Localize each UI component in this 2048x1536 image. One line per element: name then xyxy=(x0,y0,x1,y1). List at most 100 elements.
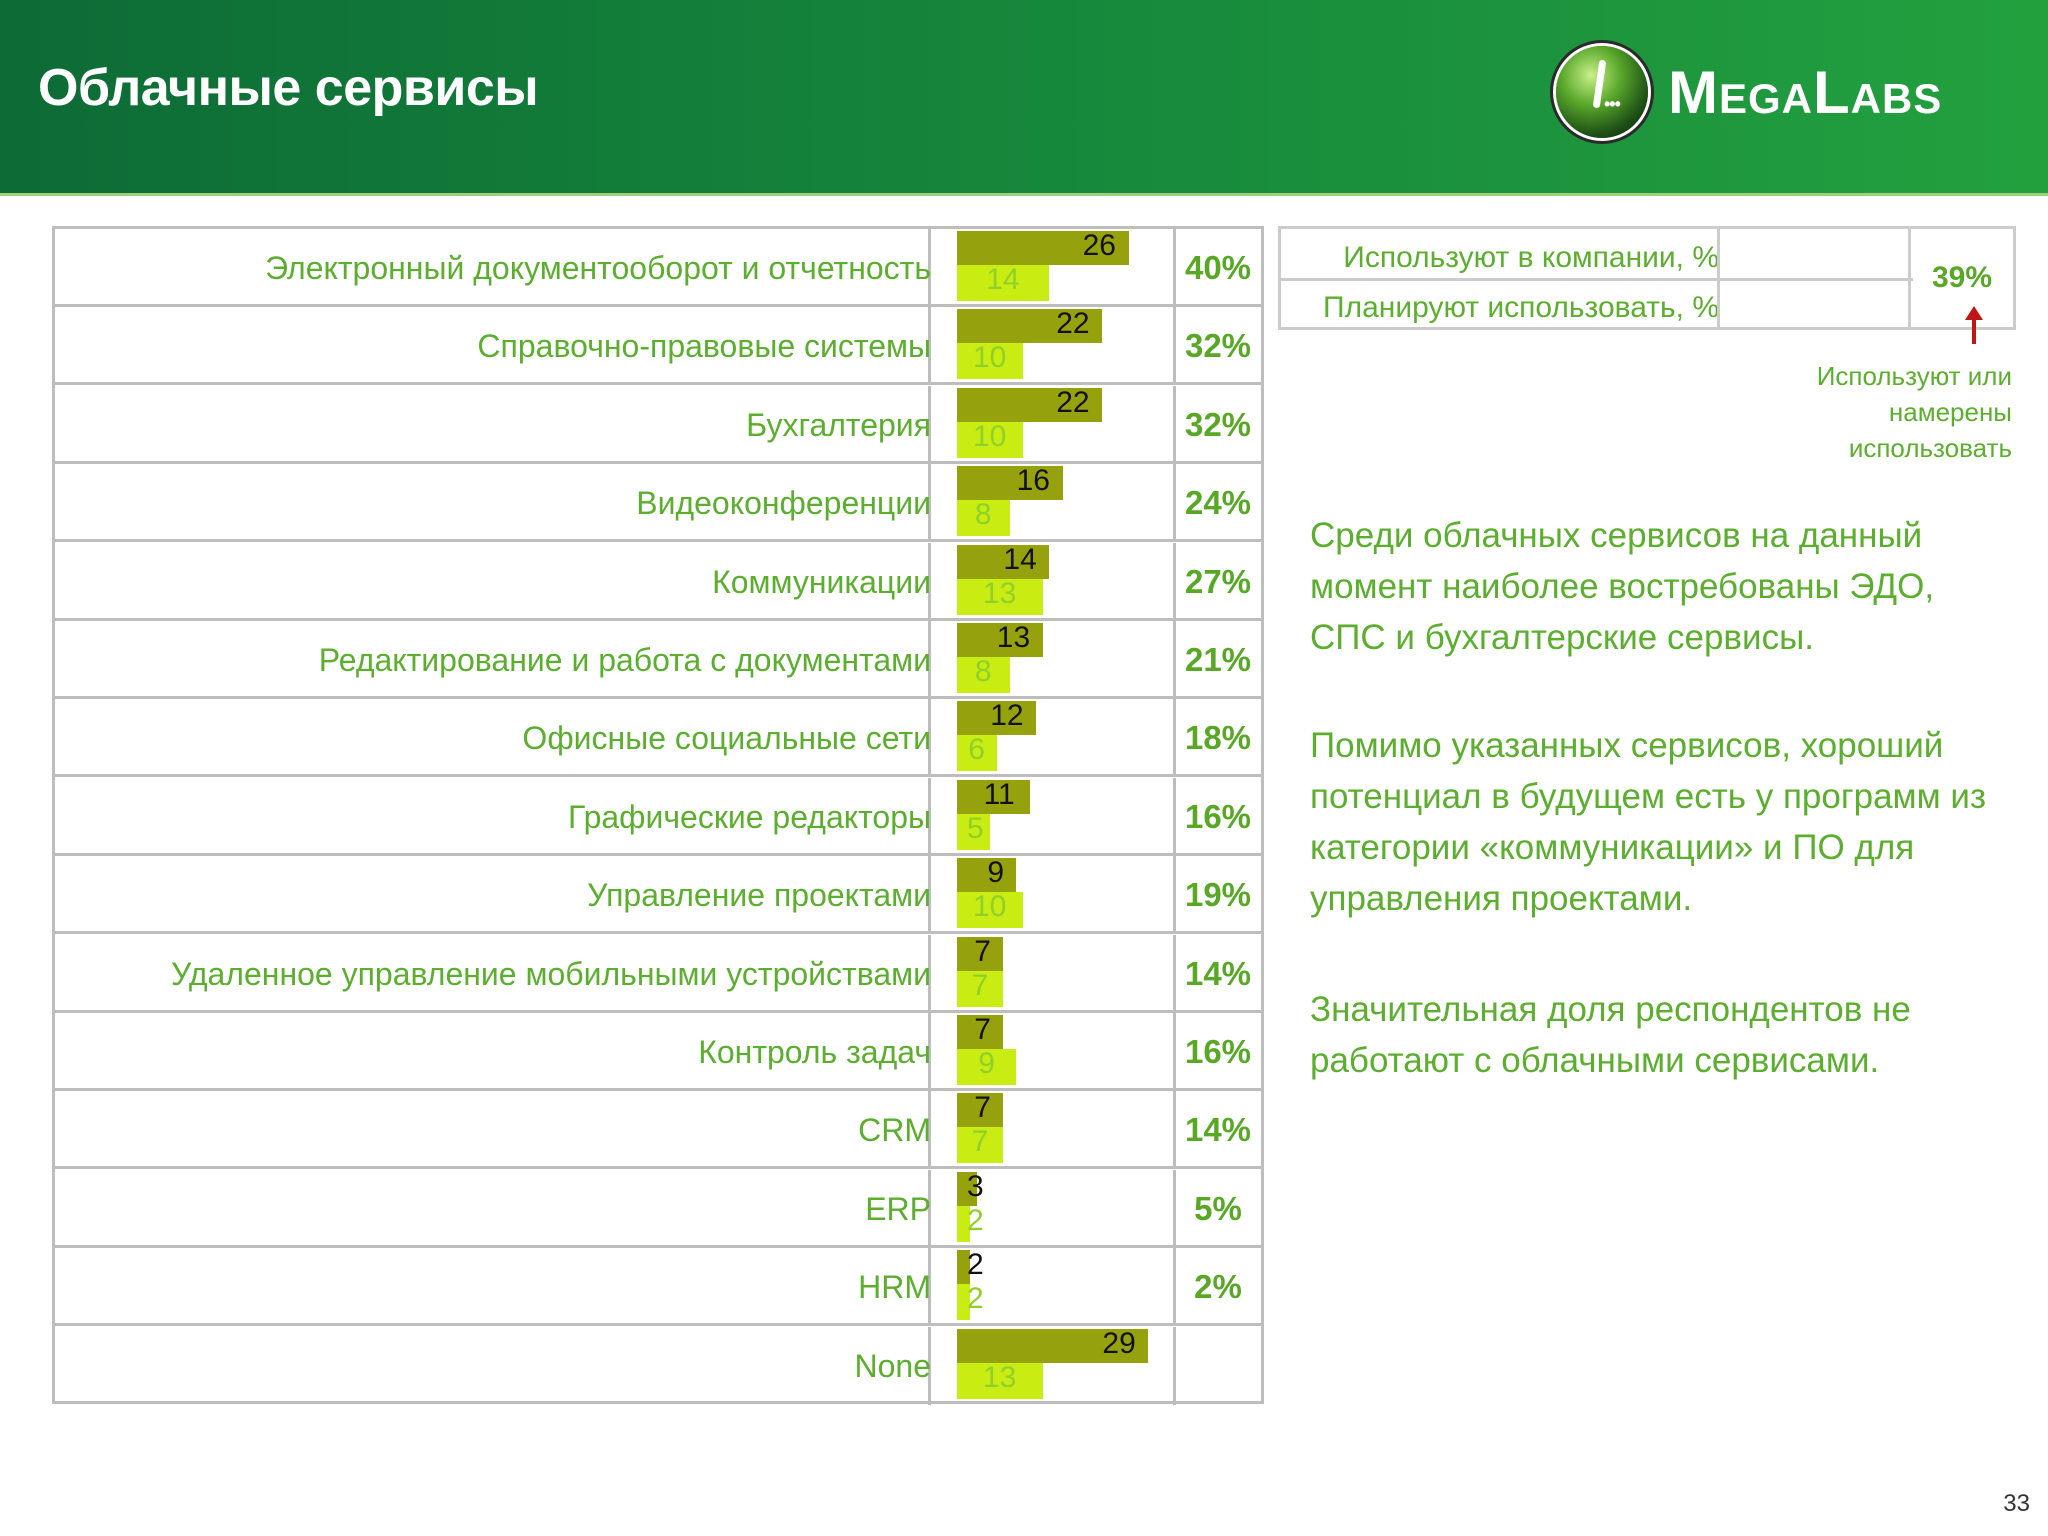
table-row: Бухгалтерия 22 10 32% xyxy=(55,385,1261,464)
bar-use-value-label: 11 xyxy=(983,777,1015,811)
note-line: намерены xyxy=(1888,397,2012,427)
bar-plan xyxy=(957,735,997,772)
table-row: ERP 3 2 5% xyxy=(55,1169,1261,1248)
legend-plan-label: Планируют использовать, % xyxy=(1323,291,1719,324)
table-row: Видеоконференции 16 8 24% xyxy=(55,464,1261,543)
bar-plan-value-label: 2 xyxy=(967,1203,984,1237)
bar-use-value-label: 13 xyxy=(996,621,1031,654)
category-label: Управление проектами xyxy=(587,877,931,914)
bar-plan xyxy=(957,657,1010,693)
bar-use-value-label: 14 xyxy=(1003,542,1037,576)
note-line: Используют или xyxy=(1816,361,2012,391)
bar-use-value-label: 7 xyxy=(974,934,991,968)
category-label: ERP xyxy=(865,1190,931,1227)
total-percent: 24% xyxy=(1184,484,1252,522)
bar-plan-value-label: 13 xyxy=(982,576,1017,610)
table-row: Справочно-правовые системы 22 10 32% xyxy=(55,307,1261,386)
bar-plan xyxy=(957,1205,971,1242)
page-number: 33 xyxy=(2003,1490,2030,1517)
total-percent: 16% xyxy=(1184,1033,1252,1070)
bar-use-value-label: 22 xyxy=(1056,385,1090,419)
bar-plan xyxy=(957,813,990,850)
table-row: Редактирование и работа с документами 13 8… xyxy=(55,621,1261,699)
table-row: Контроль задач 7 9 16% xyxy=(55,1013,1261,1091)
bar-plan xyxy=(957,265,1050,301)
table-row: CRM 7 7 14% xyxy=(55,1091,1261,1170)
bar-plan-value-label: 7 xyxy=(971,1125,989,1159)
total-percent: 5% xyxy=(1194,1189,1242,1227)
logo-globe-icon: ••• xyxy=(1556,46,1648,138)
category-label: HRM xyxy=(858,1269,931,1306)
bar-plan xyxy=(957,892,1023,929)
bar-use xyxy=(957,858,1017,893)
bar-plan xyxy=(957,1127,1004,1164)
bar-use xyxy=(957,309,1103,344)
bar-plan-value-label: 14 xyxy=(986,263,1020,296)
category-label: Коммуникации xyxy=(712,563,931,600)
bar-use xyxy=(957,701,1037,736)
category-label: None xyxy=(854,1347,932,1384)
bar-use-value-label: 7 xyxy=(974,1091,991,1125)
bar-use-value-label: 3 xyxy=(967,1169,984,1203)
summary-paragraph-2: Помимо указанных сервисов, хороший потен… xyxy=(1310,726,1987,918)
table-row: None 29 13 xyxy=(55,1326,1261,1405)
bar-use-value-label: 12 xyxy=(990,699,1024,733)
total-percent: 21% xyxy=(1184,641,1252,678)
bar-use xyxy=(957,387,1103,422)
bar-use-value-label: 16 xyxy=(1016,464,1050,498)
bar-plan-value-label: 13 xyxy=(982,1360,1017,1394)
arrow-up-icon xyxy=(1965,306,1983,320)
legend-use-label: Используют в компании, % xyxy=(1343,241,1719,274)
arrow-shaft xyxy=(1972,314,1976,344)
bar-use-value-label: 22 xyxy=(1056,307,1090,341)
table-row: Коммуникации 14 13 27% xyxy=(55,542,1261,621)
summary-paragraph-1: Среди облачных сервисов на данный момент… xyxy=(1310,516,1935,657)
bar-use xyxy=(957,1171,977,1206)
summary-paragraph-3: Значительная доля респондентов не работа… xyxy=(1310,990,1911,1080)
total-percent: 14% xyxy=(1184,954,1252,992)
note-line: использовать xyxy=(1848,433,2012,463)
category-label: Офисные социальные сети xyxy=(522,720,931,757)
bar-use xyxy=(957,231,1129,265)
bar-plan xyxy=(957,1049,1017,1085)
bar-use xyxy=(957,1093,1004,1128)
logo-text: MegaLabs xyxy=(1668,59,1943,126)
bar-use-value-label: 29 xyxy=(1102,1326,1136,1360)
category-label: Бухгалтерия xyxy=(746,406,931,443)
bar-plan-value-label: 8 xyxy=(974,498,992,532)
bar-plan-value-label: 9 xyxy=(978,1047,995,1080)
bar-plan-value-label: 10 xyxy=(973,341,1007,375)
total-percent: 19% xyxy=(1184,876,1252,914)
bar-plan xyxy=(957,970,1004,1007)
bar-use xyxy=(957,1328,1149,1363)
table-row: HRM 2 2 2% xyxy=(55,1248,1261,1327)
bar-plan xyxy=(957,578,1043,615)
category-label: Графические редакторы xyxy=(568,798,931,835)
bar-use-value-label: 2 xyxy=(967,1248,984,1282)
bar-use xyxy=(957,779,1030,814)
total-percent: 32% xyxy=(1184,405,1252,443)
table-row: Электронный документооборот и отчетность… xyxy=(55,229,1261,307)
bar-use xyxy=(957,466,1063,501)
bar-plan-value-label: 10 xyxy=(973,419,1007,453)
total-percent: 18% xyxy=(1184,719,1252,757)
bar-plan-value-label: 10 xyxy=(973,890,1007,924)
megalabs-logo: ••• MegaLabs xyxy=(1556,46,2026,146)
header-banner: Облачные сервисы ••• MegaLabs xyxy=(0,0,2048,196)
legend-total-value: 39% xyxy=(1931,261,1993,294)
total-percent: 16% xyxy=(1184,797,1252,835)
table-row: Офисные социальные сети 12 6 18% xyxy=(55,699,1261,778)
total-percent: 14% xyxy=(1184,1111,1252,1149)
category-label: Удаленное управление мобильными устройст… xyxy=(171,955,931,992)
bar-plan xyxy=(957,500,1010,537)
bar-plan xyxy=(957,343,1023,380)
bar-plan-value-label: 2 xyxy=(967,1282,984,1316)
category-label: Справочно-правовые системы xyxy=(477,328,931,365)
category-label: Редактирование и работа с документами xyxy=(318,642,931,678)
legend-table: Используют в компании, % Планируют испол… xyxy=(1278,226,2016,330)
category-label: Видеоконференции xyxy=(636,485,931,522)
total-percent: 32% xyxy=(1184,327,1252,365)
category-label: CRM xyxy=(858,1112,931,1149)
bar-use xyxy=(957,1015,1004,1049)
total-percent: 2% xyxy=(1194,1268,1242,1306)
